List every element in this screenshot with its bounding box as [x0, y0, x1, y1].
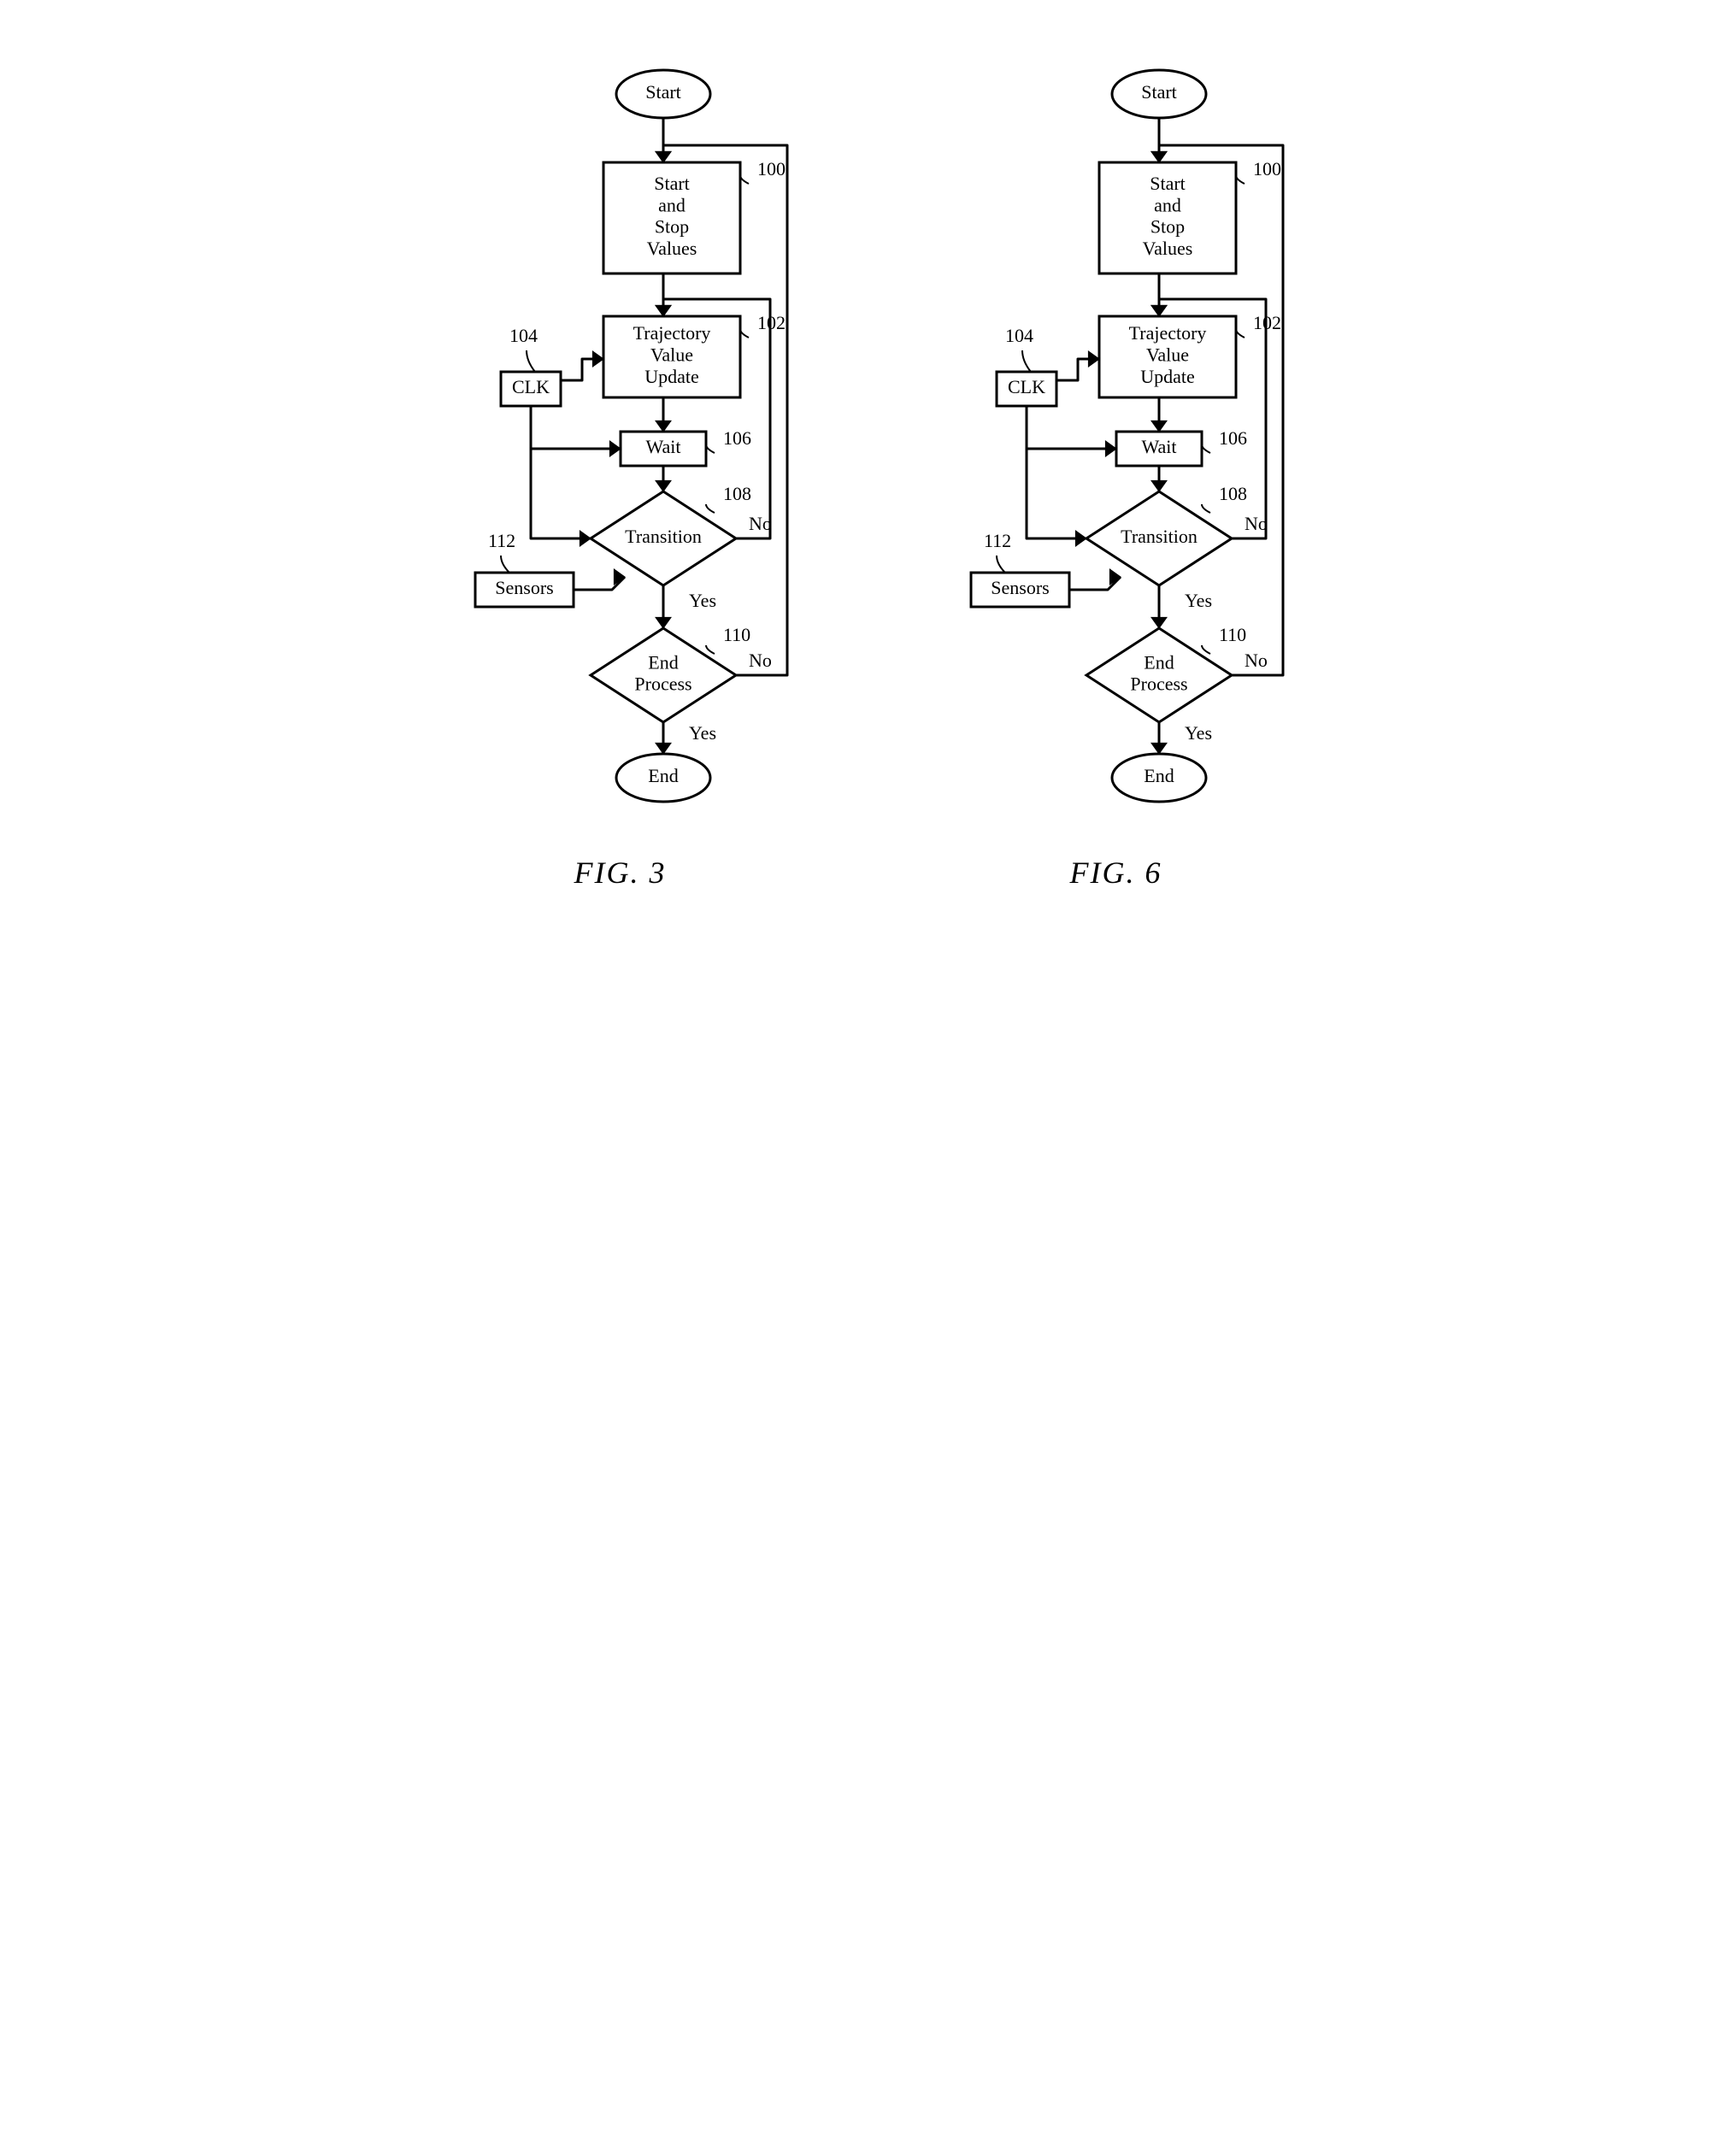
svg-text:104: 104 [509, 325, 538, 346]
svg-text:and: and [1154, 194, 1181, 215]
svg-text:CLK: CLK [512, 376, 550, 397]
svg-text:Sensors: Sensors [991, 577, 1049, 598]
svg-text:110: 110 [723, 624, 750, 645]
svg-text:102: 102 [1253, 312, 1281, 333]
svg-text:Yes: Yes [1185, 590, 1212, 611]
svg-text:106: 106 [723, 427, 751, 449]
svg-text:Wait: Wait [1141, 436, 1176, 457]
caption-fig6: FIG. 6 [1070, 855, 1162, 891]
svg-text:Values: Values [646, 238, 697, 259]
svg-text:No: No [749, 650, 772, 671]
caption-fig3: FIG. 3 [574, 855, 667, 891]
figure-6: YesYesNoNoStartStartandStopValues100Traj… [903, 34, 1330, 891]
svg-text:No: No [1245, 513, 1268, 534]
svg-text:Values: Values [1142, 238, 1192, 259]
svg-text:104: 104 [1005, 325, 1033, 346]
svg-text:Wait: Wait [645, 436, 680, 457]
svg-text:Yes: Yes [689, 722, 716, 744]
svg-text:Value: Value [1145, 344, 1188, 366]
svg-text:Start: Start [1150, 173, 1186, 194]
svg-text:Start: Start [1141, 81, 1177, 103]
svg-text:CLK: CLK [1008, 376, 1045, 397]
svg-text:106: 106 [1219, 427, 1247, 449]
svg-text:112: 112 [984, 530, 1011, 551]
svg-text:Stop: Stop [1150, 216, 1184, 238]
svg-text:End: End [648, 765, 678, 786]
svg-text:End: End [1144, 651, 1174, 673]
svg-text:Start: Start [654, 173, 690, 194]
svg-text:Stop: Stop [654, 216, 688, 238]
svg-text:End: End [1144, 765, 1174, 786]
svg-text:Yes: Yes [689, 590, 716, 611]
figure-3: YesYesNoNoStartStartandStopValues100Traj… [407, 34, 834, 891]
svg-text:Value: Value [650, 344, 692, 366]
flowchart-svg-fig6: YesYesNoNoStartStartandStopValues100Traj… [903, 34, 1330, 820]
svg-text:110: 110 [1219, 624, 1246, 645]
svg-text:Sensors: Sensors [495, 577, 553, 598]
svg-text:108: 108 [1219, 483, 1247, 504]
svg-text:Update: Update [1140, 366, 1195, 387]
svg-text:Yes: Yes [1185, 722, 1212, 744]
svg-text:100: 100 [1253, 158, 1281, 179]
svg-text:and: and [658, 194, 686, 215]
svg-text:Trajectory: Trajectory [1128, 322, 1206, 344]
svg-text:Process: Process [1130, 673, 1187, 695]
page: YesYesNoNoStartStartandStopValues100Traj… [34, 34, 1702, 891]
svg-text:End: End [648, 651, 678, 673]
svg-text:No: No [749, 513, 772, 534]
svg-text:Start: Start [645, 81, 681, 103]
svg-text:Process: Process [634, 673, 691, 695]
svg-text:No: No [1245, 650, 1268, 671]
svg-text:Transition: Transition [625, 526, 702, 547]
svg-text:108: 108 [723, 483, 751, 504]
flowchart-svg-fig3: YesYesNoNoStartStartandStopValues100Traj… [407, 34, 834, 820]
svg-text:Update: Update [644, 366, 699, 387]
svg-text:Transition: Transition [1121, 526, 1198, 547]
svg-text:Trajectory: Trajectory [633, 322, 710, 344]
svg-text:112: 112 [488, 530, 515, 551]
svg-text:100: 100 [757, 158, 786, 179]
svg-text:102: 102 [757, 312, 786, 333]
